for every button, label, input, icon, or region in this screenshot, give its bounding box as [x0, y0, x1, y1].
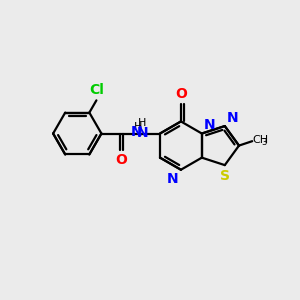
Text: S: S [220, 169, 230, 183]
Text: O: O [115, 153, 127, 167]
Text: Cl: Cl [89, 83, 104, 98]
Text: N: N [167, 172, 178, 186]
Text: N: N [131, 125, 142, 139]
Text: H: H [134, 122, 142, 132]
Text: N: N [136, 126, 148, 140]
Text: H: H [138, 118, 146, 128]
Text: O: O [175, 87, 187, 101]
Text: CH: CH [253, 135, 269, 145]
Text: 3: 3 [261, 138, 266, 147]
Text: N: N [226, 111, 238, 124]
Text: N: N [203, 118, 215, 132]
